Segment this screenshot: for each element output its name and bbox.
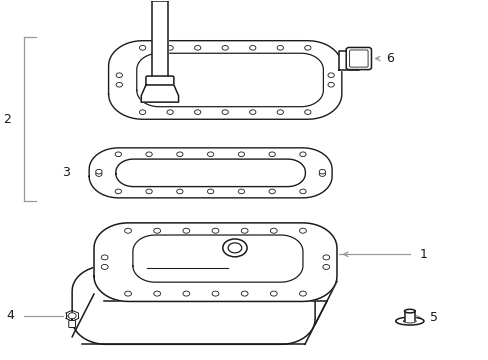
- Circle shape: [153, 291, 160, 296]
- Circle shape: [249, 45, 255, 50]
- Polygon shape: [94, 223, 336, 301]
- Circle shape: [249, 110, 255, 114]
- Circle shape: [327, 73, 334, 77]
- Circle shape: [277, 45, 283, 50]
- Circle shape: [222, 110, 228, 114]
- Circle shape: [176, 152, 183, 157]
- Polygon shape: [108, 41, 341, 119]
- Circle shape: [268, 189, 275, 194]
- FancyBboxPatch shape: [145, 76, 174, 85]
- Circle shape: [223, 239, 246, 257]
- Polygon shape: [133, 235, 303, 282]
- Circle shape: [241, 228, 247, 233]
- Circle shape: [166, 45, 173, 50]
- Circle shape: [322, 255, 329, 260]
- Circle shape: [101, 255, 108, 260]
- Circle shape: [153, 228, 160, 233]
- Ellipse shape: [403, 319, 415, 323]
- Circle shape: [319, 172, 325, 176]
- Circle shape: [322, 265, 329, 269]
- Polygon shape: [152, 1, 167, 76]
- Circle shape: [101, 265, 108, 269]
- Circle shape: [238, 152, 244, 157]
- Circle shape: [145, 152, 152, 157]
- Circle shape: [304, 45, 310, 50]
- FancyBboxPatch shape: [349, 50, 367, 67]
- Circle shape: [299, 152, 305, 157]
- Circle shape: [96, 169, 102, 174]
- Ellipse shape: [395, 317, 423, 325]
- Circle shape: [327, 82, 334, 87]
- Circle shape: [228, 243, 241, 253]
- Circle shape: [183, 228, 189, 233]
- Circle shape: [207, 152, 213, 157]
- Circle shape: [241, 291, 247, 296]
- Text: 1: 1: [419, 248, 427, 261]
- Polygon shape: [339, 50, 358, 70]
- Polygon shape: [404, 311, 414, 321]
- Text: 2: 2: [3, 113, 11, 126]
- Circle shape: [212, 291, 219, 296]
- Circle shape: [183, 291, 189, 296]
- Circle shape: [212, 228, 219, 233]
- Circle shape: [304, 110, 310, 114]
- Circle shape: [238, 189, 244, 194]
- Polygon shape: [141, 85, 178, 102]
- Circle shape: [222, 45, 228, 50]
- Text: 5: 5: [429, 311, 437, 324]
- FancyBboxPatch shape: [346, 48, 371, 69]
- Circle shape: [166, 110, 173, 114]
- Circle shape: [270, 228, 277, 233]
- Polygon shape: [72, 223, 128, 344]
- Circle shape: [145, 189, 152, 194]
- Polygon shape: [137, 53, 323, 107]
- Circle shape: [268, 152, 275, 157]
- Circle shape: [124, 291, 131, 296]
- Circle shape: [270, 291, 277, 296]
- Text: 3: 3: [61, 166, 70, 179]
- Circle shape: [96, 172, 102, 176]
- Circle shape: [115, 152, 121, 157]
- Circle shape: [299, 291, 306, 296]
- Circle shape: [194, 110, 201, 114]
- Polygon shape: [89, 148, 331, 198]
- Circle shape: [68, 313, 76, 319]
- Circle shape: [115, 189, 121, 194]
- Circle shape: [277, 110, 283, 114]
- Circle shape: [176, 189, 183, 194]
- Text: 6: 6: [385, 52, 393, 65]
- Circle shape: [319, 169, 325, 174]
- Ellipse shape: [404, 309, 414, 313]
- Circle shape: [299, 189, 305, 194]
- Circle shape: [194, 45, 201, 50]
- Circle shape: [139, 110, 145, 114]
- Text: 4: 4: [6, 309, 14, 322]
- Circle shape: [116, 73, 122, 77]
- Polygon shape: [116, 159, 305, 186]
- FancyBboxPatch shape: [69, 320, 75, 328]
- Circle shape: [116, 82, 122, 87]
- Circle shape: [299, 228, 306, 233]
- Circle shape: [139, 45, 145, 50]
- Circle shape: [124, 228, 131, 233]
- Polygon shape: [72, 266, 314, 344]
- Circle shape: [207, 189, 213, 194]
- Polygon shape: [72, 276, 336, 344]
